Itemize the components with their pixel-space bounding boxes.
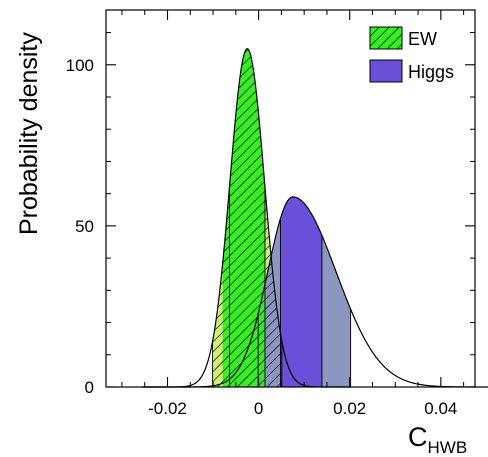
plot-frame: [105, 9, 476, 388]
y-tick-label: 50: [75, 217, 94, 236]
x-tick-label: -0.02: [148, 399, 187, 418]
x-tick-label: 0.02: [333, 399, 366, 418]
y-tick-label: 100: [66, 56, 94, 75]
x-axis-label-sub: HWB: [428, 438, 468, 457]
axes: -0.02 0 0.02 0.04 0 50 100: [66, 10, 475, 418]
y-tick-label: 0: [85, 378, 94, 397]
series-fills: [212, 48, 352, 388]
x-axis-label: CHWB: [408, 422, 467, 457]
x-tick-label: 0.04: [424, 399, 457, 418]
ew-hatch: [212, 48, 282, 388]
legend-hatch-ew: [370, 27, 402, 49]
legend-label-higgs: Higgs: [408, 62, 454, 82]
higgs-inner-band: [280, 196, 322, 387]
legend: EW Higgs: [369, 26, 454, 83]
legend-swatch-higgs: [369, 59, 403, 83]
x-tick-label: 0: [254, 399, 263, 418]
x-axis-label-main: C: [408, 422, 428, 452]
y-axis-label: Probability density: [15, 32, 43, 235]
higgs-curve: [142, 196, 488, 388]
legend-label-ew: EW: [408, 29, 437, 49]
